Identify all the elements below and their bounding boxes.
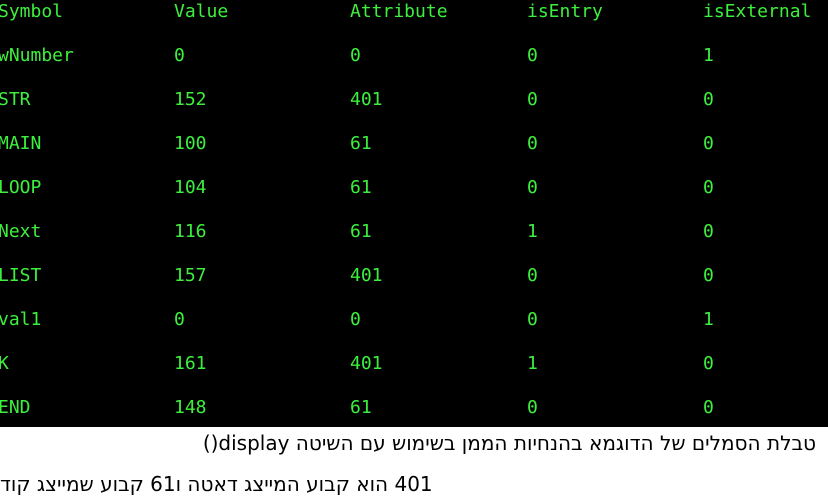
column-header: Symbol [0,1,64,22]
table-cell: 0 [703,265,714,286]
table-cell: 100 [174,133,207,154]
table-cell: 61 [350,177,372,198]
column-header: Attribute [350,1,448,22]
table-cell: 1 [527,353,538,374]
table-cell: 116 [174,221,207,242]
table-cell: 0 [527,177,538,198]
table-cell: 61 [350,221,372,242]
column-header: Value [174,1,229,22]
table-cell: 401 [350,353,383,374]
table-cell: 0 [350,45,361,66]
table-cell: 61 [350,133,372,154]
table-cell: 161 [174,353,207,374]
table-cell: 0 [527,265,538,286]
table-cell: 0 [350,309,361,330]
table-cell: 0 [174,45,185,66]
terminal: Symbol Value Attribute isEntry isExternal wNu… [0,0,828,427]
table-cell: LIST [0,265,42,286]
table-cell: STR [0,89,31,110]
caption-line: טבלת הסמלים של הדוגמא בהנחיות הממן בשימו… [202,431,816,455]
caption-line: 401 הוא קבוע המייצג דאטה ו61 קבוע שמייצג… [0,472,433,496]
table-cell: LOOP [0,177,42,198]
table-cell: 0 [703,89,714,110]
table-cell: 0 [174,309,185,330]
table-cell: END [0,397,31,418]
table-cell: 1 [703,309,714,330]
table-cell: 0 [527,397,538,418]
table-cell: wNumber [0,45,74,66]
table-cell: 1 [527,221,538,242]
table-cell: 0 [527,45,538,66]
table-cell: 0 [527,309,538,330]
table-cell: 61 [350,397,372,418]
table-cell: 401 [350,89,383,110]
column-header: isExternal [703,1,812,22]
table-cell: 148 [174,397,207,418]
table-cell: Next [0,221,42,242]
table-cell: 1 [703,45,714,66]
table-cell: 0 [703,353,714,374]
table-cell: K [0,353,9,374]
table-cell: 401 [350,265,383,286]
table-cell: 0 [527,133,538,154]
table-cell: 157 [174,265,207,286]
table-cell: 0 [703,177,714,198]
table-cell: 0 [703,397,714,418]
table-cell: val1 [0,309,42,330]
table-cell: 0 [703,221,714,242]
table-cell: 0 [703,133,714,154]
table-cell: 152 [174,89,207,110]
table-cell: 104 [174,177,207,198]
table-cell: MAIN [0,133,42,154]
table-cell: 0 [527,89,538,110]
column-header: isEntry [527,1,603,22]
